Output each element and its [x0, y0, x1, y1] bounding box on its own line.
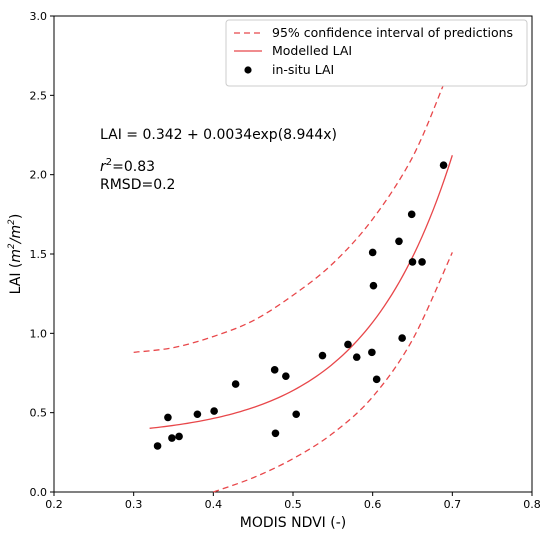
y-tick-label: 0.5 [30, 407, 48, 420]
confidence-lower-line [213, 252, 453, 493]
x-tick-label: 0.4 [205, 498, 223, 511]
data-point [395, 237, 403, 246]
data-point [271, 429, 280, 438]
data-point [193, 410, 202, 419]
y-tick-label: 2.0 [30, 169, 48, 182]
x-tick-label: 0.7 [444, 498, 462, 511]
data-point [369, 281, 378, 290]
y-axis-ticks: 0.0 0.5 1.0 1.5 2.0 2.5 3.0 [30, 10, 54, 499]
data-point [352, 353, 361, 361]
legend-marker-swatch [244, 66, 252, 74]
data-point [318, 351, 327, 360]
rmsd-annotation: RMSD=0.2 [100, 177, 175, 193]
data-point [418, 258, 426, 266]
data-point [372, 375, 381, 384]
data-point [407, 210, 416, 219]
x-tick-label: 0.8 [523, 498, 541, 511]
data-point [368, 248, 377, 257]
data-point [282, 372, 290, 380]
data-point [439, 161, 448, 169]
model-line [149, 155, 453, 429]
y-tick-label: 3.0 [30, 10, 48, 23]
legend: 95% confidence interval of predictions M… [225, 19, 528, 87]
data-point [270, 366, 279, 374]
r2-annotation: r2=0.83 [100, 157, 155, 175]
y-tick-label: 1.5 [30, 248, 48, 261]
data-point [175, 432, 183, 441]
y-tick-label: 1.0 [30, 327, 48, 340]
x-tick-label: 0.6 [364, 498, 382, 511]
data-points [153, 161, 448, 450]
data-point [164, 413, 172, 422]
x-axis-label: MODIS NDVI (-) [240, 515, 346, 531]
data-point [408, 258, 417, 266]
data-point [153, 442, 162, 450]
x-tick-label: 0.5 [284, 498, 302, 511]
data-point [292, 410, 300, 419]
data-point [168, 434, 176, 442]
equation-annotation: LAI = 0.342 + 0.0034exp(8.944x) [100, 127, 337, 143]
plot-frame [53, 15, 533, 493]
legend-label-ci: 95% confidence interval of predictions [272, 25, 513, 40]
data-point [231, 380, 240, 388]
legend-label-insitu: in-situ LAI [272, 62, 334, 77]
x-tick-label: 0.2 [45, 498, 63, 511]
y-tick-label: 0.0 [30, 486, 48, 499]
data-point [398, 334, 406, 342]
data-point [344, 340, 352, 349]
y-axis-label: LAI (m2/m2) [7, 214, 24, 295]
x-axis-ticks: 0.2 0.3 0.4 0.5 0.6 0.7 0.8 [45, 492, 541, 511]
confidence-upper-line [133, 61, 453, 354]
data-point [368, 348, 376, 357]
x-tick-label: 0.3 [125, 498, 143, 511]
data-point [210, 407, 218, 415]
y-tick-label: 2.5 [30, 89, 48, 102]
legend-label-model: Modelled LAI [272, 43, 352, 58]
legend-box [225, 19, 528, 87]
